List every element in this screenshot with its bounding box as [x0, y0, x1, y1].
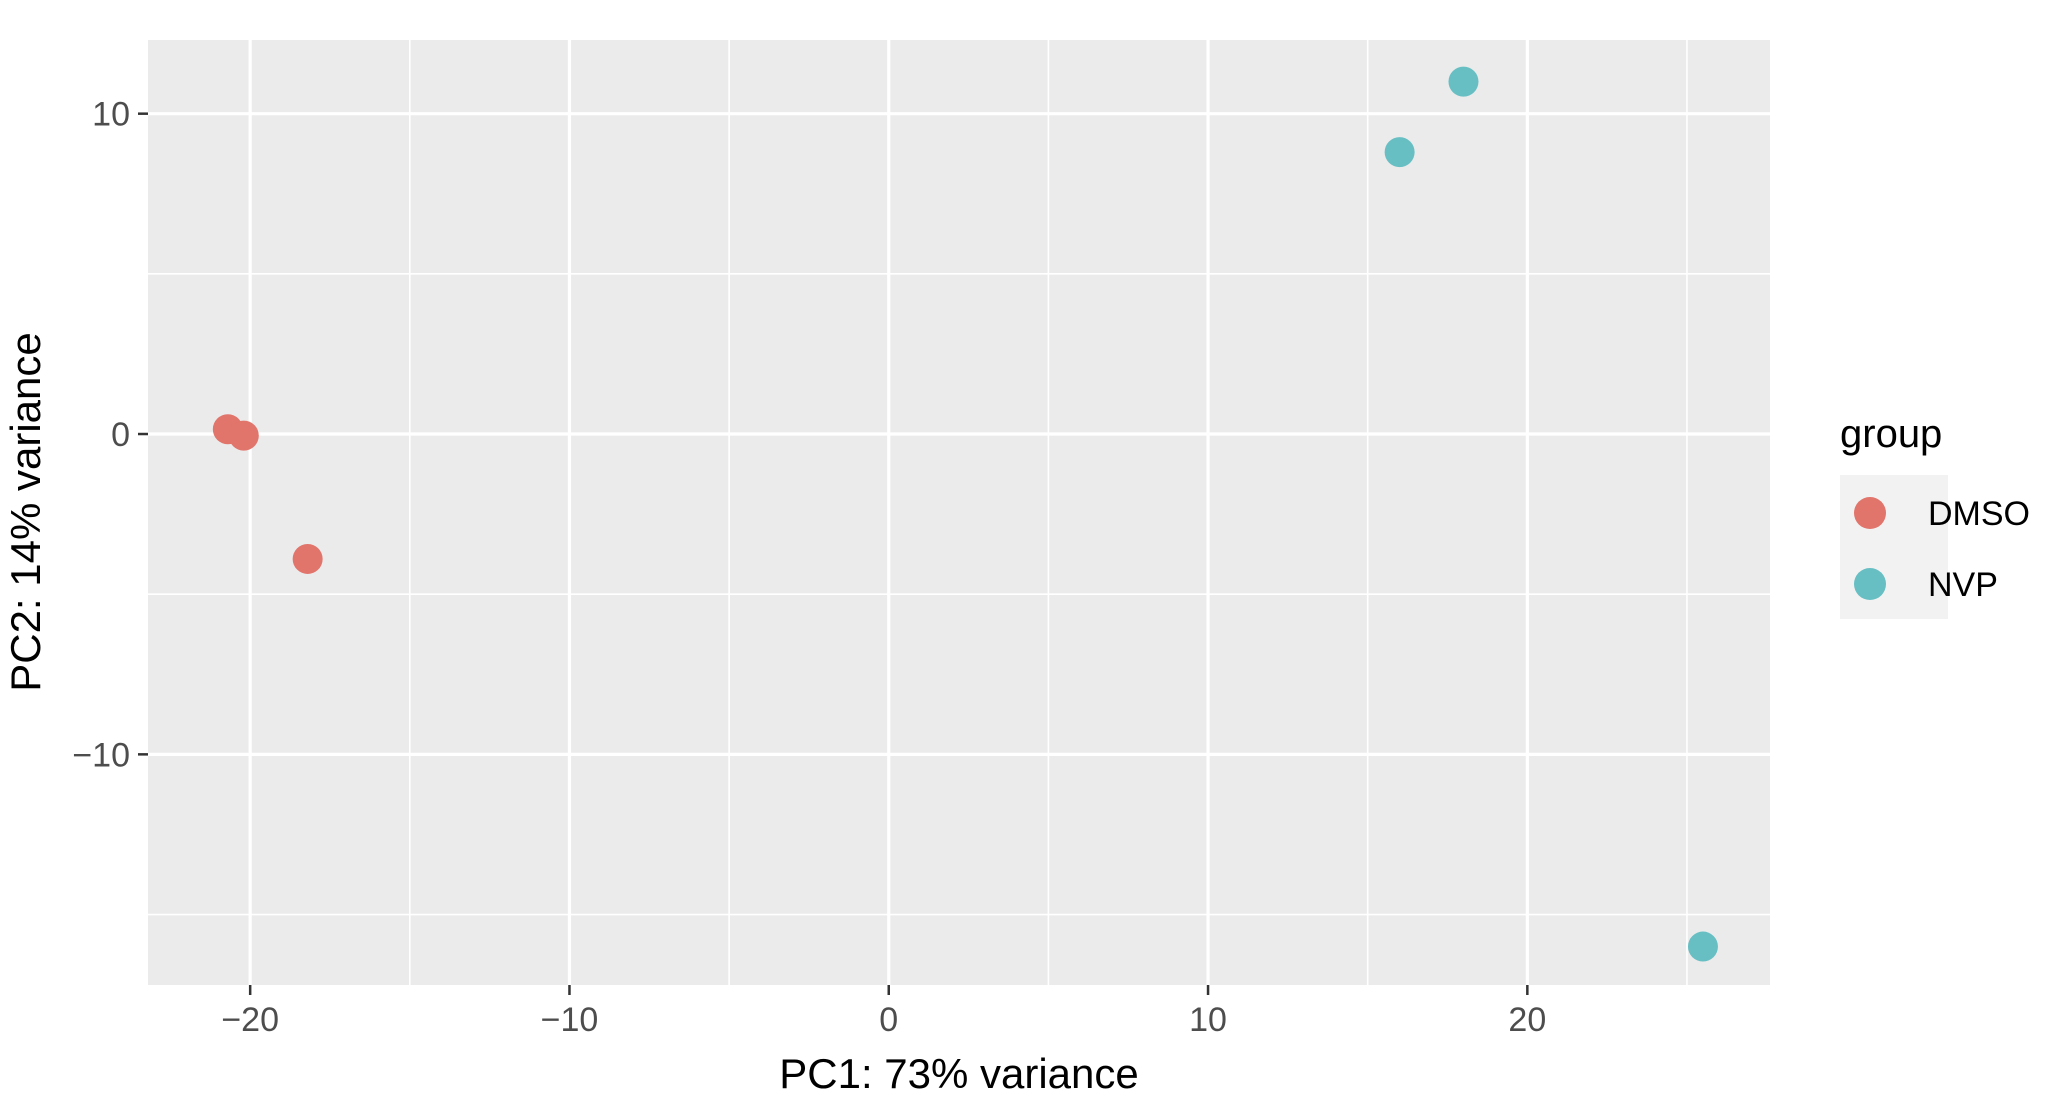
y-axis-label: PC2: 14% variance — [2, 332, 49, 692]
minor-gridlines — [148, 40, 1770, 985]
dmso-point — [228, 420, 259, 451]
legend-key-nvp — [1854, 568, 1886, 600]
x-tick-label: 10 — [1189, 1001, 1227, 1039]
x-tick-label: 0 — [879, 1001, 898, 1039]
nvp-point — [1448, 66, 1479, 97]
legend-label-nvp: NVP — [1928, 566, 1998, 604]
nvp-point — [1384, 137, 1415, 168]
dmso-point — [292, 543, 323, 574]
x-tick-label: −20 — [221, 1001, 279, 1039]
y-axis: −10 0 10 — [72, 96, 148, 774]
data-points — [212, 66, 1718, 962]
x-tick-label: −10 — [541, 1001, 599, 1039]
legend-label-dmso: DMSO — [1928, 495, 2030, 533]
y-tick-label: 10 — [92, 96, 130, 134]
x-axis-label: PC1: 73% variance — [779, 1050, 1139, 1097]
legend: group DMSO NVP — [1840, 412, 2030, 619]
y-tick-label: −10 — [72, 736, 130, 774]
nvp-point — [1687, 931, 1718, 962]
plot-panel — [148, 40, 1770, 985]
legend-title: group — [1840, 412, 1942, 456]
legend-key-dmso — [1854, 497, 1886, 529]
x-axis: −20 −10 0 10 20 — [221, 985, 1546, 1039]
x-tick-label: 20 — [1508, 1001, 1546, 1039]
major-gridlines — [148, 40, 1770, 985]
y-tick-label: 0 — [111, 416, 130, 454]
legend-key-background — [1840, 475, 1948, 619]
